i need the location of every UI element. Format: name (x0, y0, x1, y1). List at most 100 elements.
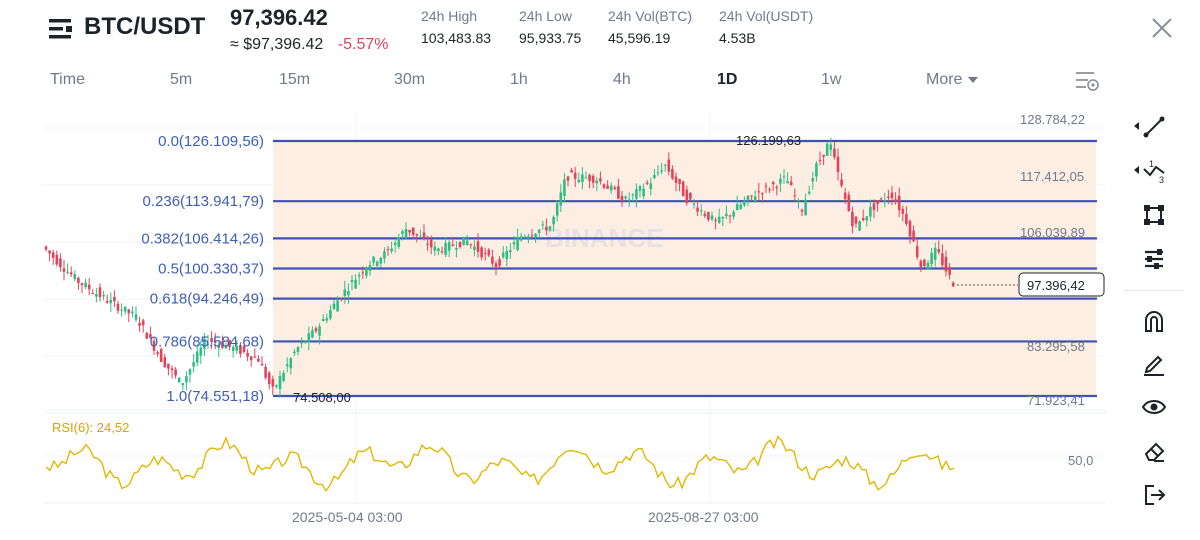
candle-body (217, 344, 221, 349)
candle-body (188, 369, 192, 375)
candle-body (404, 229, 408, 239)
candle-body (527, 236, 530, 239)
tf-time[interactable]: Time (50, 71, 85, 88)
magnet-icon (1145, 311, 1163, 332)
tf-30m[interactable]: 30m (394, 71, 426, 88)
candle-body (757, 191, 761, 193)
close-icon[interactable] (1150, 16, 1174, 40)
visibility-tool[interactable] (1134, 390, 1174, 424)
candle-body (912, 230, 915, 242)
candle-body (692, 203, 696, 205)
candle-body (811, 178, 815, 182)
shape-nodes-icon (1144, 205, 1164, 225)
candle-body (235, 345, 239, 351)
tf-1h[interactable]: 1h (510, 71, 528, 88)
eraser-tool[interactable] (1134, 434, 1174, 468)
candle-body (750, 195, 753, 197)
candle-body (667, 159, 671, 172)
candle-body (649, 183, 653, 190)
candle-body (361, 272, 365, 274)
tf-1d[interactable]: 1D (717, 71, 738, 88)
candle-body (591, 175, 595, 183)
candle-body (696, 207, 699, 212)
candle-body (645, 182, 649, 184)
candle-body (948, 267, 951, 275)
tf-4h[interactable]: 4h (613, 71, 631, 88)
candle-body (707, 212, 710, 220)
candle-body (109, 299, 113, 304)
candle-body (872, 203, 876, 210)
candle-body (231, 346, 235, 352)
price-axis-label: 117.412,05 (1020, 169, 1084, 184)
candle-body (815, 163, 818, 177)
fib-tool[interactable] (1134, 242, 1174, 276)
candle-body (483, 252, 487, 254)
candle-body (192, 362, 195, 367)
candle-body (300, 341, 303, 344)
line-tool[interactable] (1134, 110, 1174, 144)
rsi-line (45, 435, 955, 493)
candle-body (573, 172, 577, 179)
pair-name[interactable]: BTC/USDT (84, 13, 206, 40)
candle-body (73, 274, 77, 280)
candle-body (271, 378, 275, 387)
menu-icon[interactable] (48, 16, 74, 42)
candle-body (789, 181, 793, 186)
candle-body (440, 251, 444, 253)
candle-body (260, 363, 264, 366)
candle-body (509, 250, 512, 253)
candle-body (51, 252, 55, 258)
candle-body (534, 233, 537, 238)
pencil-tool[interactable] (1134, 346, 1174, 380)
magnet-tool[interactable] (1134, 304, 1174, 338)
svg-text:1: 1 (1149, 159, 1154, 169)
trend-lines-icon: 13 (1143, 159, 1165, 185)
candle-body (199, 347, 203, 356)
shape-tool[interactable] (1134, 198, 1174, 232)
candle-body (879, 198, 883, 200)
tf-more[interactable]: More (926, 71, 979, 89)
tf-5m[interactable]: 5m (170, 71, 193, 88)
candle-body (77, 277, 80, 283)
candle-body (393, 242, 397, 245)
candle-body (419, 236, 422, 238)
candle-body (429, 239, 433, 248)
tf-1w[interactable]: 1w (821, 71, 842, 88)
candle-body (887, 196, 890, 199)
candle-body (635, 189, 638, 199)
candle-body (523, 236, 527, 238)
change-percent: -5.57% (337, 36, 389, 53)
exit-tool[interactable] (1134, 478, 1174, 512)
fib-label: 0.5(100.330,37) (158, 261, 264, 278)
x-axis-date: 2025-08-27 03:00 (648, 509, 759, 525)
candle-body (937, 249, 941, 253)
candle-body (739, 204, 743, 209)
chart-settings-icon[interactable] (1074, 70, 1100, 92)
candle-body (901, 208, 905, 214)
stat-value: 45,596.19 (608, 30, 671, 46)
candle-body (368, 265, 372, 271)
candle-body (897, 195, 901, 211)
candle-body (782, 176, 786, 178)
price-chart[interactable]: BINANCE 0.0(126.109,56)0.236(113.941,79)… (0, 0, 1120, 540)
candle-body (548, 226, 552, 231)
candle-body (422, 232, 426, 239)
candle-body (307, 333, 311, 343)
candle-body (329, 309, 332, 319)
fiat-price: ≈ $97,396.42 (230, 36, 324, 53)
candle-body (289, 358, 293, 369)
candle-body (332, 303, 336, 309)
candle-body (714, 219, 717, 221)
candle-body (102, 294, 105, 297)
tf-15m[interactable]: 15m (279, 71, 311, 88)
candle-body (131, 311, 134, 314)
candle-body (721, 216, 725, 219)
candle-body (908, 220, 912, 237)
candle-body (152, 340, 156, 351)
candle-body (825, 143, 829, 156)
candle-body (134, 314, 138, 320)
candle-body (69, 272, 73, 275)
candle-body (80, 283, 84, 286)
candle-body (617, 186, 620, 199)
